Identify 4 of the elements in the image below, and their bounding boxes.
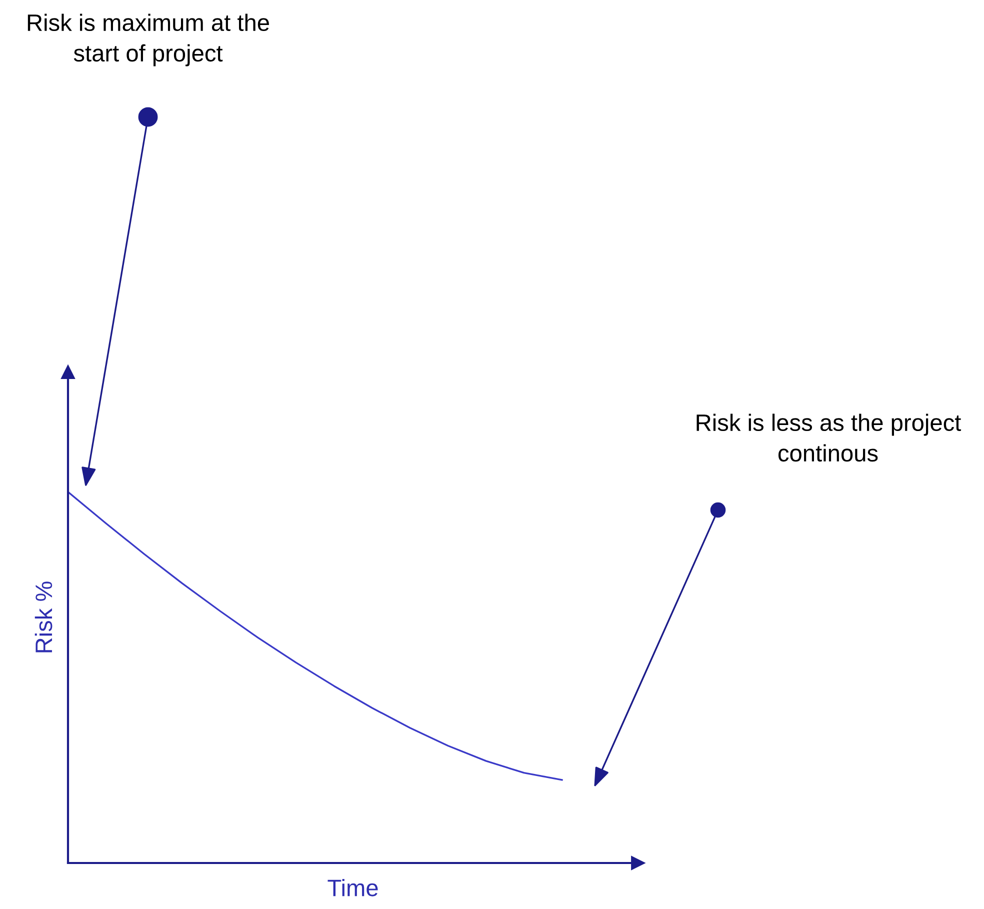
y-axis-title: Risk % bbox=[34, 582, 52, 652]
x-axis-title: Time bbox=[328, 878, 378, 896]
text: Risk is less as the project continous bbox=[696, 414, 962, 462]
text: Risk is maximum at the start of project bbox=[28, 14, 269, 66]
